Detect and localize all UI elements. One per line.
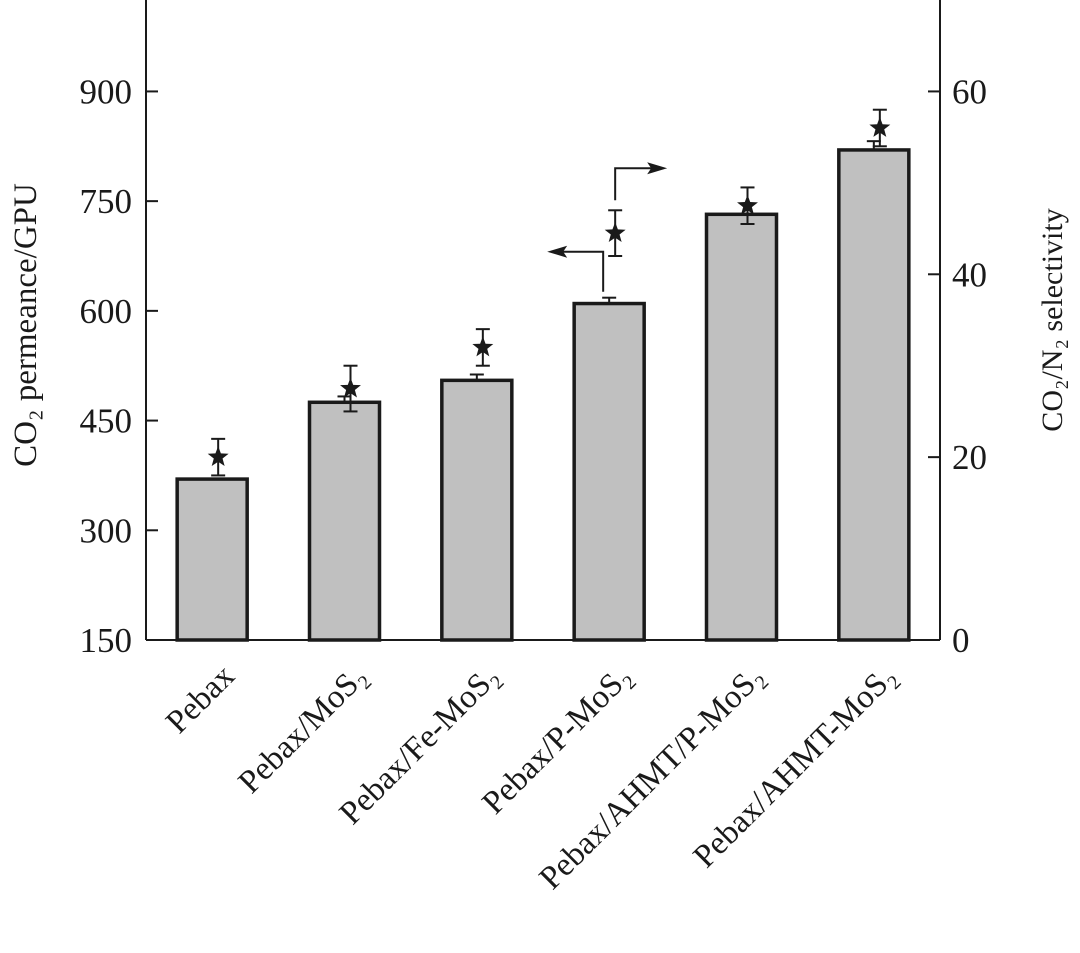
- right-axis: 0 20 40 60: [928, 72, 987, 660]
- x-tick-label: Pebax/MoS₂: [232, 658, 374, 800]
- left-tick-label: 750: [80, 182, 133, 221]
- chart-marks: [175, 108, 911, 642]
- star-marker: [869, 117, 891, 137]
- star-marker: [472, 336, 494, 357]
- right-tick-label: 0: [952, 621, 970, 660]
- star-marker: [340, 377, 361, 398]
- axis-arrows: [547, 162, 668, 292]
- star-marker: [207, 446, 229, 467]
- left-tick-label: 900: [80, 72, 133, 111]
- right-axis-title: CO₂/N₂ selectivity: [1036, 208, 1069, 431]
- bar: [704, 212, 779, 642]
- x-tick-label: Pebax: [159, 658, 242, 741]
- x-tick-label: Pebax/AHMT/P-MoS₂: [533, 658, 771, 896]
- right-tick-label: 20: [952, 438, 987, 477]
- star-marker: [604, 222, 626, 243]
- star-marker: [737, 194, 758, 215]
- left-tick-label: 300: [80, 511, 133, 550]
- arrow-to-left-axis: [551, 250, 605, 292]
- bar: [440, 378, 514, 642]
- left-tick-label: 450: [80, 402, 133, 441]
- arrow-head-right: [647, 162, 668, 175]
- bar: [307, 400, 382, 642]
- right-tick-label: 40: [952, 255, 987, 294]
- left-axis: 150 300 450 600 750 900: [80, 72, 158, 660]
- x-axis-categories: PebaxPebax/MoS₂Pebax/Fe-MoS₂Pebax/P-MoS₂…: [159, 658, 903, 897]
- left-tick-label: 150: [80, 621, 133, 660]
- bar: [175, 477, 249, 642]
- arrow-to-right-axis: [614, 167, 664, 201]
- right-tick-label: 60: [952, 72, 987, 111]
- plot-frame: [145, 0, 941, 641]
- bar: [837, 148, 911, 642]
- left-axis-title: CO₂ permeance/GPU: [8, 183, 44, 467]
- bar: [572, 301, 646, 642]
- arrow-head-left: [547, 245, 568, 258]
- left-tick-label: 600: [80, 292, 133, 331]
